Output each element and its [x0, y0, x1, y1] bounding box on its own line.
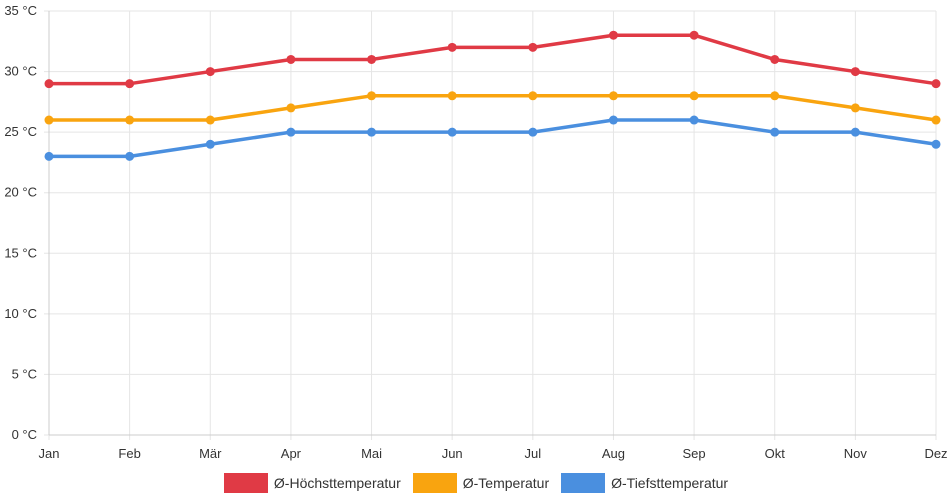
x-tick-label: Aug: [602, 446, 625, 461]
x-tick-label: Apr: [281, 446, 302, 461]
data-point[interactable]: [447, 42, 457, 52]
data-point[interactable]: [205, 115, 215, 125]
y-tick-label: 25 °C: [4, 124, 37, 139]
data-point[interactable]: [528, 42, 538, 52]
legend-label: Ø-Temperatur: [462, 475, 550, 491]
data-point[interactable]: [205, 67, 215, 77]
x-axis-ticks: Jan Feb Mär Apr Mai Jun Jul Aug Sep Okt Nov Dez: [39, 446, 948, 461]
data-point[interactable]: [367, 91, 377, 101]
legend-item[interactable]: Ø-Temperatur: [412, 473, 550, 493]
x-tick-label: Mär: [199, 446, 222, 461]
data-point[interactable]: [689, 91, 699, 101]
data-point[interactable]: [850, 127, 860, 137]
data-point[interactable]: [931, 79, 941, 89]
legend-item[interactable]: Ø-Tiefsttemperatur: [561, 473, 728, 493]
temperature-line-chart: 0 °C 5 °C 10 °C 15 °C 20 °C 25 °C 30 °C 35 °C J…: [4, 3, 948, 461]
chart-legend: Ø-Höchsttemperatur Ø-Temperatur Ø-Tiefstte…: [0, 471, 952, 495]
data-point[interactable]: [689, 115, 699, 125]
data-point[interactable]: [931, 115, 941, 125]
data-point[interactable]: [770, 54, 780, 64]
series-2: [44, 115, 941, 161]
data-point[interactable]: [447, 91, 457, 101]
x-tick-label: Dez: [924, 446, 947, 461]
x-tick-label: Mai: [361, 446, 382, 461]
y-tick-label: 5 °C: [12, 366, 37, 381]
y-tick-label: 10 °C: [4, 306, 37, 321]
series-line: [49, 94, 937, 122]
data-point[interactable]: [44, 151, 54, 161]
legend-label: Ø-Tiefsttemperatur: [611, 475, 729, 491]
data-point[interactable]: [125, 79, 135, 89]
data-point[interactable]: [770, 91, 780, 101]
y-tick-label: 20 °C: [4, 185, 37, 200]
x-tick-label: Sep: [683, 446, 706, 461]
data-point[interactable]: [286, 103, 296, 113]
data-point[interactable]: [367, 54, 377, 64]
data-point[interactable]: [608, 30, 618, 40]
x-tick-label: Okt: [765, 446, 786, 461]
data-point[interactable]: [528, 91, 538, 101]
data-point[interactable]: [931, 139, 941, 149]
x-tick-label: Jul: [525, 446, 542, 461]
series-line: [49, 118, 937, 159]
data-point[interactable]: [850, 67, 860, 77]
series-lines: [44, 30, 941, 161]
data-point[interactable]: [125, 115, 135, 125]
data-point[interactable]: [528, 127, 538, 137]
data-point[interactable]: [689, 30, 699, 40]
data-point[interactable]: [44, 115, 54, 125]
series-1: [44, 91, 941, 125]
x-tick-label: Jun: [442, 446, 463, 461]
series-0: [44, 30, 941, 89]
data-point[interactable]: [770, 127, 780, 137]
data-point[interactable]: [608, 115, 618, 125]
series-line: [49, 33, 937, 86]
legend-item[interactable]: Ø-Höchsttemperatur: [223, 473, 401, 493]
data-point[interactable]: [850, 103, 860, 113]
x-tick-label: Jan: [39, 446, 60, 461]
x-tick-label: Nov: [844, 446, 868, 461]
data-point[interactable]: [44, 79, 54, 89]
legend-swatch: [561, 473, 606, 493]
data-point[interactable]: [286, 127, 296, 137]
data-point[interactable]: [205, 139, 215, 149]
legend-label: Ø-Höchsttemperatur: [273, 475, 401, 491]
data-point[interactable]: [286, 54, 296, 64]
data-point[interactable]: [608, 91, 618, 101]
legend-swatch: [223, 473, 268, 493]
y-axis-ticks: 0 °C 5 °C 10 °C 15 °C 20 °C 25 °C 30 °C 35 °C: [4, 3, 37, 442]
data-point[interactable]: [367, 127, 377, 137]
data-point[interactable]: [125, 151, 135, 161]
y-tick-label: 0 °C: [12, 427, 37, 442]
x-tick-label: Feb: [118, 446, 140, 461]
data-point[interactable]: [447, 127, 457, 137]
y-tick-label: 35 °C: [4, 3, 37, 18]
y-tick-label: 15 °C: [4, 245, 37, 260]
y-tick-label: 30 °C: [4, 64, 37, 79]
legend-swatch: [412, 473, 457, 493]
